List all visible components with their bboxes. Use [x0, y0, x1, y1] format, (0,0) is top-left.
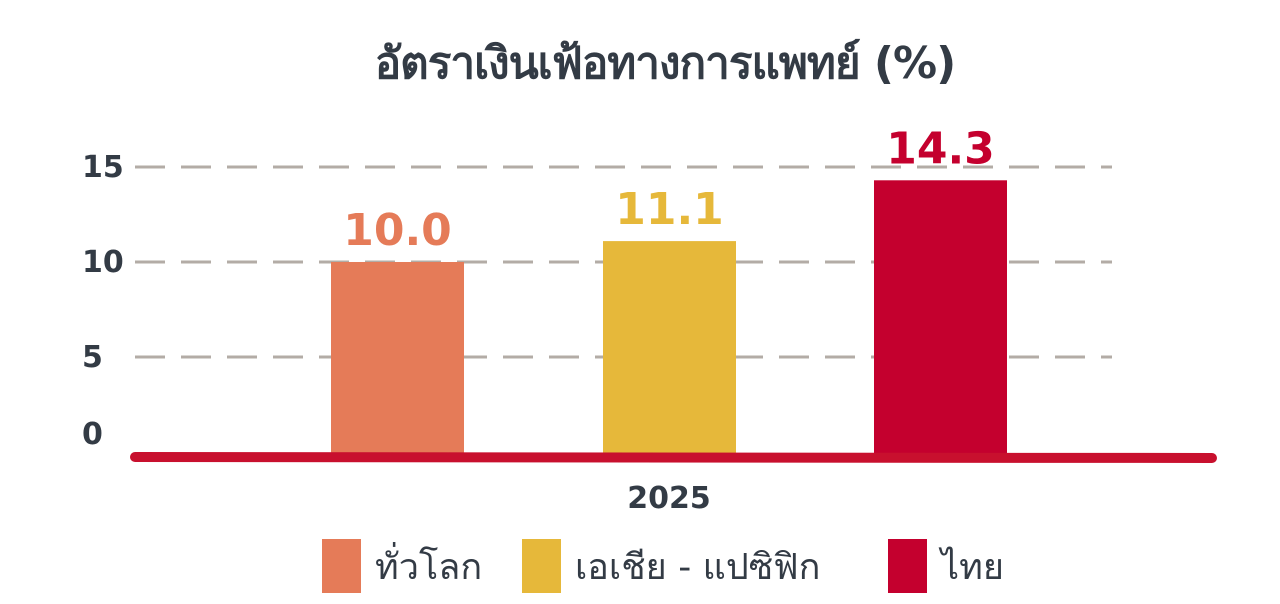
legend: ทั่วโลก เอเชีย - แปซิฟิก ไทย [0, 536, 1280, 596]
y-tick-label-15: 15 [82, 150, 124, 185]
chart-title: อัตราเงินเฟ้อทางการแพทย์ (%) [374, 38, 957, 89]
legend-swatch [522, 539, 561, 593]
value-labels: 10.0 11.1 14.3 [343, 123, 995, 256]
bar-2 [603, 241, 736, 454]
y-axis-ticks: 0 5 10 15 [82, 150, 124, 452]
x-axis-categories: 2025 [627, 481, 711, 516]
legend-swatch [322, 539, 361, 593]
x-axis-line [130, 452, 1217, 463]
legend-label: เอเชีย - แปซิฟิก [575, 546, 821, 588]
legend-label: ไทย [941, 546, 1004, 588]
legend-label: ทั่วโลก [375, 546, 483, 588]
y-tick-label-5: 5 [82, 340, 103, 375]
bar-value-label-3: 14.3 [886, 123, 995, 174]
legend-item-1: ทั่วโลก [322, 536, 482, 596]
bar-3 [874, 180, 1007, 455]
bar-1 [331, 262, 464, 454]
bars [331, 180, 1007, 455]
legend-swatch [888, 539, 927, 593]
x-category-label: 2025 [627, 481, 711, 516]
legend-item-2: เอเชีย - แปซิฟิก [522, 536, 820, 596]
bar-value-label-2: 11.1 [615, 184, 724, 235]
y-tick-label-10: 10 [82, 245, 124, 280]
bar-value-label-1: 10.0 [343, 205, 452, 256]
legend-item-3: ไทย [888, 536, 1004, 596]
bar-chart: 0 5 10 15 10.0 11.1 14.3 2025 [82, 123, 1217, 516]
y-tick-label-0: 0 [82, 417, 103, 452]
